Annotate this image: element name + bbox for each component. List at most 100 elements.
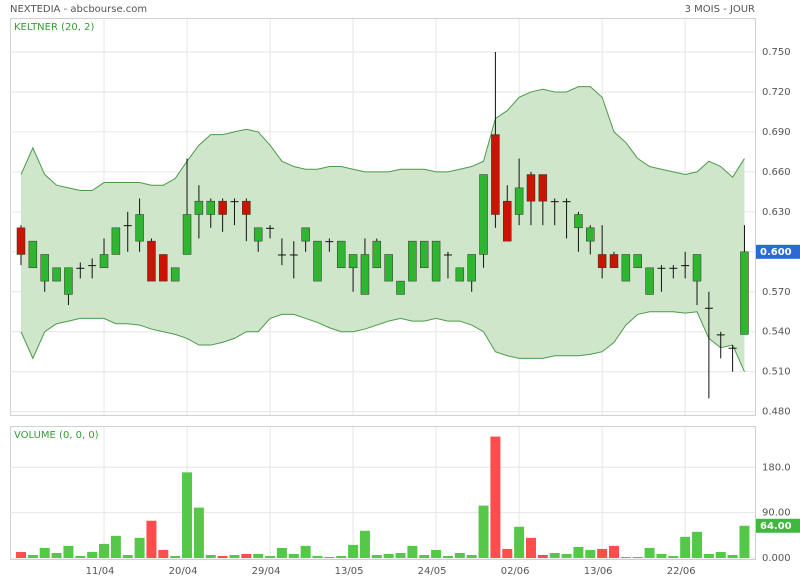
candle-body bbox=[728, 347, 737, 349]
keltner-upper bbox=[20, 86, 745, 192]
volume-bar bbox=[348, 544, 359, 558]
volume-bar bbox=[205, 554, 216, 558]
volume-bar bbox=[170, 555, 181, 558]
candle-body bbox=[360, 254, 370, 295]
volume-bar bbox=[395, 552, 406, 558]
last-price-badge bbox=[756, 244, 800, 259]
candle-body bbox=[28, 240, 38, 269]
candle-body bbox=[479, 174, 488, 255]
candle-body bbox=[159, 254, 168, 282]
volume-bar bbox=[514, 526, 525, 558]
candle-body bbox=[562, 201, 571, 203]
y-tick-label: 0.630 bbox=[762, 207, 791, 218]
x-tick-label: 13/05 bbox=[335, 566, 364, 577]
volume-bar bbox=[668, 555, 679, 558]
candle-body bbox=[64, 267, 73, 295]
candle-body bbox=[242, 200, 251, 215]
last-volume-badge bbox=[756, 518, 800, 533]
volume-bar bbox=[680, 536, 691, 558]
candle-body bbox=[206, 200, 216, 215]
volume-bar bbox=[122, 554, 133, 558]
volume-bar bbox=[63, 545, 74, 558]
volume-panel bbox=[10, 426, 756, 560]
candle-body bbox=[704, 307, 713, 309]
candle-body bbox=[740, 251, 749, 335]
volume-bar bbox=[525, 537, 536, 558]
candle-body bbox=[657, 267, 666, 269]
candle-body bbox=[467, 254, 476, 282]
keltner-lower bbox=[20, 311, 745, 372]
candle-body bbox=[99, 254, 109, 269]
candle-body bbox=[313, 240, 322, 282]
volume-bar bbox=[407, 545, 418, 558]
volume-bar bbox=[16, 551, 26, 558]
candle-body bbox=[514, 187, 524, 215]
volume-bar bbox=[727, 554, 738, 558]
volume-bar bbox=[383, 553, 394, 558]
volume-bar bbox=[27, 554, 38, 558]
x-tick-label: 02/06 bbox=[501, 566, 530, 577]
volume-label: VOLUME (0, 0, 0) bbox=[14, 430, 99, 441]
candle-body bbox=[348, 254, 358, 269]
volume-bar bbox=[419, 554, 430, 558]
candle-body bbox=[40, 254, 49, 282]
candle-body bbox=[621, 254, 631, 282]
candle-body bbox=[681, 265, 690, 267]
volume-bar bbox=[656, 553, 667, 558]
volume-bar bbox=[99, 543, 110, 558]
candle-body bbox=[586, 227, 595, 242]
candle-body bbox=[550, 201, 559, 203]
volume-bar bbox=[193, 507, 204, 558]
volume-bar bbox=[454, 552, 465, 558]
x-tick-label: 20/04 bbox=[169, 566, 198, 577]
candle-body bbox=[111, 227, 121, 255]
y-tick-label: 0.690 bbox=[762, 127, 791, 138]
candle-body bbox=[88, 265, 97, 267]
volume-bar bbox=[229, 554, 240, 558]
candle-body bbox=[277, 254, 286, 256]
candle-body bbox=[645, 267, 654, 295]
y-tick-label: 0.510 bbox=[762, 367, 791, 378]
candle-body bbox=[408, 240, 417, 282]
y-tick-label: 0.750 bbox=[762, 47, 791, 58]
candle-body bbox=[325, 241, 334, 243]
x-tick-label: 22/06 bbox=[667, 566, 696, 577]
x-tick-label: 11/04 bbox=[86, 566, 115, 577]
volume-bar bbox=[75, 555, 86, 558]
volume-bar bbox=[265, 555, 276, 558]
volume-bar bbox=[276, 547, 287, 558]
volume-bar bbox=[241, 553, 252, 558]
candle-body bbox=[76, 267, 85, 269]
volume-bar bbox=[549, 552, 560, 558]
volume-bar bbox=[39, 547, 50, 558]
candle-body bbox=[384, 254, 393, 282]
keltner-band bbox=[21, 86, 745, 372]
candle-body bbox=[16, 227, 26, 255]
volume-bar bbox=[87, 551, 98, 558]
volume-bar bbox=[51, 552, 62, 558]
candle-body bbox=[633, 254, 642, 269]
candle-body bbox=[597, 254, 607, 269]
candle-body bbox=[52, 267, 61, 282]
volume-bar bbox=[158, 549, 169, 558]
y-tick-label: 0.720 bbox=[762, 87, 791, 98]
candle-body bbox=[147, 240, 156, 282]
volume-bar bbox=[537, 554, 548, 558]
volume-bar bbox=[324, 556, 335, 558]
candle-body bbox=[443, 254, 452, 256]
candle-body bbox=[182, 214, 192, 255]
candle-body bbox=[301, 227, 310, 242]
candle-body bbox=[396, 280, 405, 295]
candle-body bbox=[538, 174, 548, 202]
candle-body bbox=[194, 200, 204, 215]
volume-bar bbox=[312, 555, 323, 558]
volume-bar bbox=[110, 535, 121, 558]
candle-body bbox=[526, 174, 536, 202]
candle-body bbox=[336, 240, 346, 269]
candle-body bbox=[289, 254, 298, 256]
volume-bar bbox=[632, 556, 643, 558]
volume-bar bbox=[288, 553, 299, 558]
y-tick-label: 0.570 bbox=[762, 287, 791, 298]
indicator-label: KELTNER (20, 2) bbox=[14, 22, 94, 33]
